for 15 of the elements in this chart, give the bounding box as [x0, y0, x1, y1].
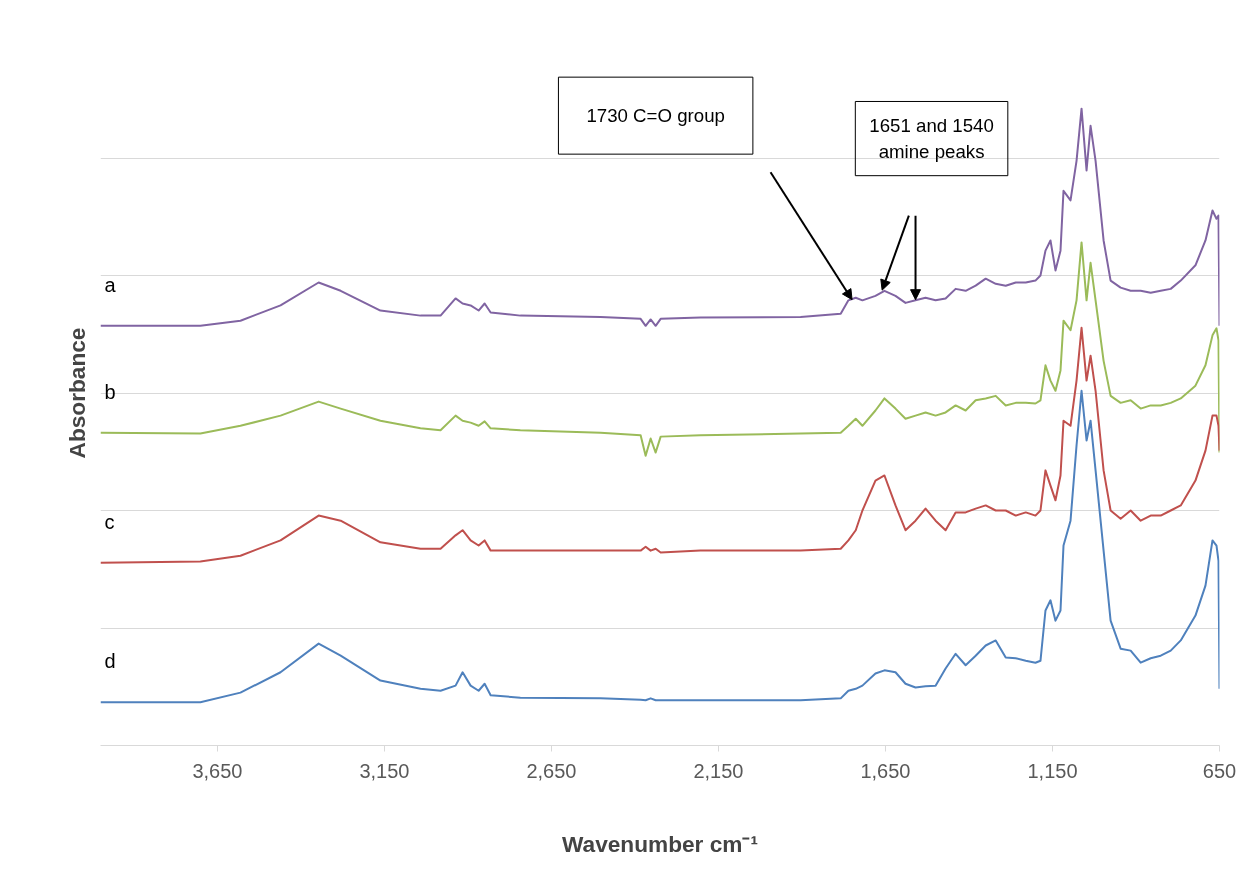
- annotation: 1730 C=O group: [586, 105, 725, 127]
- x-tick-label: 1,650: [860, 759, 911, 782]
- x-tick-label: 2,150: [693, 759, 744, 782]
- series-label: b: [104, 380, 116, 403]
- x-tick-label: 2,650: [526, 759, 577, 782]
- series-label: d: [104, 650, 116, 673]
- x-tick-label: 3,650: [192, 759, 243, 782]
- series-label: a: [104, 273, 117, 296]
- x-tick-label: 3,150: [359, 759, 410, 782]
- y-axis-title: Absorbance: [63, 327, 90, 459]
- annotation: 1651 and 1540 amine peaks: [869, 115, 994, 162]
- series-label: c: [104, 510, 115, 533]
- x-tick-label: 1,150: [1027, 759, 1078, 782]
- x-axis-title: Wavenumber cm⁻¹: [562, 830, 759, 857]
- x-tick-label: 650: [1202, 759, 1237, 782]
